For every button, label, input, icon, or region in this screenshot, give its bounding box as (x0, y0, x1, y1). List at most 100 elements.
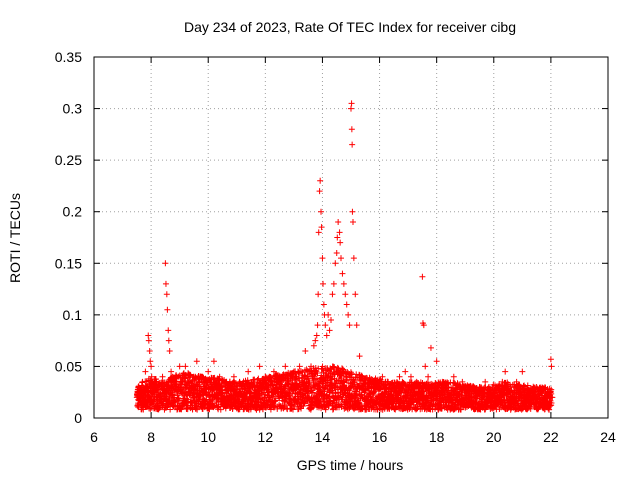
data-point (548, 363, 555, 370)
data-point (147, 358, 154, 365)
data-point (159, 373, 166, 380)
x-axis-label: GPS time / hours (297, 457, 404, 473)
data-point (339, 270, 346, 277)
data-point (322, 322, 329, 329)
data-point (282, 363, 289, 370)
data-point (422, 363, 429, 370)
data-point (140, 406, 147, 413)
x-tick-label: 22 (543, 429, 559, 445)
data-point (323, 332, 330, 339)
data-points (133, 100, 556, 413)
x-tick-label: 16 (372, 429, 388, 445)
data-point (164, 306, 171, 313)
data-point (230, 373, 237, 380)
data-point (146, 347, 153, 354)
data-point (337, 239, 344, 246)
data-point (167, 406, 174, 413)
data-point (502, 368, 509, 375)
data-point (419, 273, 426, 280)
x-tick-label: 12 (258, 429, 274, 445)
data-point (336, 229, 343, 236)
data-point (182, 363, 189, 370)
data-point (342, 291, 349, 298)
x-tick-label: 24 (600, 429, 616, 445)
data-point (180, 389, 187, 396)
data-point (346, 322, 353, 329)
x-tick-label: 6 (90, 429, 98, 445)
data-point (352, 291, 359, 298)
data-point (199, 392, 206, 399)
x-tick-label: 8 (147, 429, 155, 445)
x-tick-label: 20 (486, 429, 502, 445)
data-point (332, 260, 339, 267)
data-point (162, 280, 169, 287)
data-point (450, 373, 457, 380)
data-point (319, 255, 326, 262)
data-point (318, 208, 325, 215)
data-point (333, 249, 340, 256)
data-point (205, 368, 212, 375)
data-point (244, 377, 251, 384)
data-point (318, 224, 325, 231)
y-tick-label: 0.1 (63, 307, 83, 323)
chart-title: Day 234 of 2023, Rate Of TEC Index for r… (184, 19, 516, 35)
data-point (427, 344, 434, 351)
data-point (165, 337, 172, 344)
data-point (315, 229, 322, 236)
data-point (312, 337, 319, 344)
data-point (191, 386, 198, 393)
data-point (210, 358, 217, 365)
y-tick-label: 0.25 (55, 152, 82, 168)
x-tick-label: 14 (315, 429, 331, 445)
data-point (396, 373, 403, 380)
data-point (245, 368, 252, 375)
data-point (348, 100, 355, 107)
data-point (165, 327, 172, 334)
data-point (349, 219, 356, 226)
data-point (349, 208, 356, 215)
data-point (425, 373, 432, 380)
data-point (233, 386, 240, 393)
data-point (248, 399, 255, 406)
data-point (196, 394, 203, 401)
data-point (145, 332, 152, 339)
data-point (345, 311, 352, 318)
data-point (302, 347, 309, 354)
y-tick-label: 0.35 (55, 49, 82, 65)
data-point (314, 322, 321, 329)
y-tick-label: 0.15 (55, 255, 82, 271)
y-axis-label: ROTI / TECUs (7, 193, 23, 283)
x-tick-label: 18 (429, 429, 445, 445)
data-point (519, 368, 526, 375)
data-point (317, 177, 324, 184)
data-point (315, 291, 322, 298)
data-point (310, 342, 317, 349)
data-point (340, 280, 347, 287)
data-point (175, 395, 182, 402)
data-point (217, 406, 224, 413)
data-point (166, 347, 173, 354)
data-point (349, 141, 356, 148)
data-point (350, 255, 357, 262)
data-point (313, 332, 320, 339)
data-point (168, 368, 175, 375)
data-point (176, 363, 183, 370)
data-point (142, 368, 149, 375)
data-point (402, 368, 409, 375)
data-point (316, 188, 323, 195)
data-point (148, 363, 155, 370)
x-tick-label: 10 (200, 429, 216, 445)
data-point (326, 327, 333, 334)
data-point (256, 363, 263, 370)
data-point (547, 356, 554, 363)
data-point (482, 378, 489, 385)
data-point (348, 126, 355, 133)
y-tick-label: 0.3 (63, 101, 83, 117)
data-point (338, 255, 345, 262)
data-point (328, 317, 335, 324)
data-point (329, 291, 336, 298)
data-point (145, 337, 152, 344)
data-point (356, 353, 363, 360)
data-point (320, 280, 327, 287)
